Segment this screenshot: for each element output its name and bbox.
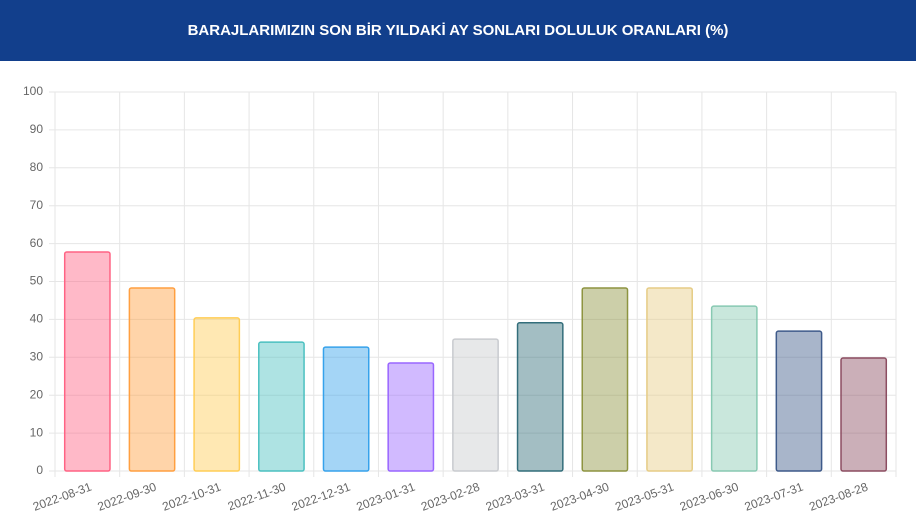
- y-tick-label: 60: [30, 236, 44, 250]
- bar: [840, 357, 888, 472]
- x-tick-label: 2022-08-31: [31, 480, 94, 514]
- bar: [710, 305, 758, 472]
- header-bar: [0, 0, 916, 61]
- y-tick-label: 30: [30, 349, 44, 363]
- y-tick-label: 10: [30, 425, 44, 439]
- bar: [516, 322, 564, 472]
- x-tick-label: 2023-07-31: [743, 480, 806, 514]
- y-tick-label: 100: [23, 84, 43, 98]
- bar: [452, 338, 499, 472]
- y-tick-label: 90: [30, 122, 44, 136]
- bar: [646, 287, 693, 472]
- x-tick-label: 2022-12-31: [290, 480, 353, 514]
- bar: [581, 287, 629, 472]
- bar: [775, 330, 823, 472]
- y-tick-label: 50: [30, 274, 44, 288]
- bar: [258, 341, 305, 472]
- y-tick-label: 70: [30, 198, 44, 212]
- y-tick-label: 40: [30, 312, 44, 326]
- x-tick-label: 2023-05-31: [613, 480, 676, 514]
- x-tick-label: 2023-03-31: [484, 480, 547, 514]
- x-tick-label: 2023-08-28: [807, 480, 870, 514]
- bar: [322, 346, 370, 472]
- y-tick-label: 0: [36, 463, 43, 477]
- y-tick-label: 80: [30, 160, 44, 174]
- x-tick-label: 2023-04-30: [549, 480, 612, 514]
- x-tick-label: 2023-06-30: [678, 480, 741, 514]
- bar: [63, 251, 111, 472]
- bar: [193, 317, 241, 472]
- x-tick-label: 2023-02-28: [419, 480, 482, 514]
- y-tick-label: 20: [30, 387, 44, 401]
- x-tick-label: 2023-01-31: [354, 480, 417, 514]
- x-tick-label: 2022-10-31: [160, 480, 223, 514]
- bar: [128, 287, 176, 472]
- chart-title: BARAJLARIMIZIN SON BİR YILDAKİ AY SONLAR…: [188, 22, 729, 39]
- bar: [387, 362, 435, 472]
- x-tick-label: 2022-11-30: [226, 480, 288, 514]
- x-tick-label: 2022-09-30: [96, 480, 159, 514]
